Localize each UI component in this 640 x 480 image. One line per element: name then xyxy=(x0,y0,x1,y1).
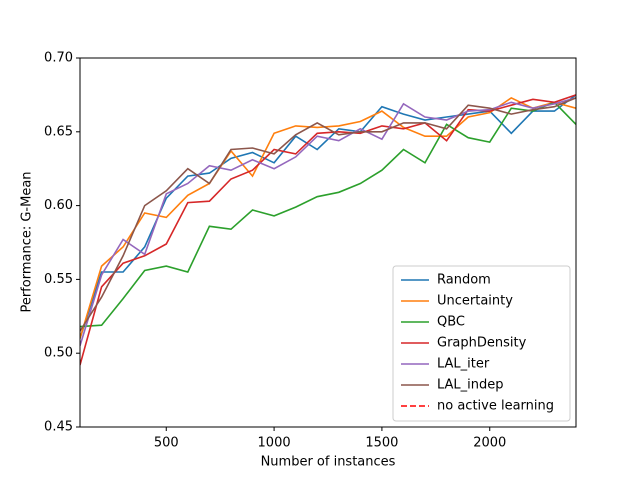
y-tick-label: 0.50 xyxy=(44,346,73,361)
legend-label: GraphDensity xyxy=(437,336,527,351)
legend-label: LAL_iter xyxy=(437,357,490,372)
legend-label: Random xyxy=(437,273,491,288)
y-tick-label: 0.70 xyxy=(44,51,73,66)
x-axis-label: Number of instances xyxy=(261,455,396,470)
y-axis-label: Performance: G-Mean xyxy=(20,171,35,312)
x-tick-label: 500 xyxy=(154,436,179,451)
legend-label: LAL_indep xyxy=(437,378,504,393)
y-tick-label: 0.60 xyxy=(44,198,73,213)
legend-box xyxy=(392,265,571,422)
series-line xyxy=(80,101,576,328)
plot-frame xyxy=(79,57,577,428)
y-tick-label: 0.55 xyxy=(44,272,73,287)
legend-label: QBC xyxy=(437,315,465,330)
x-tick-label: 2000 xyxy=(473,436,506,451)
legend-label: no active learning xyxy=(437,399,554,414)
x-tick-label: 1000 xyxy=(258,436,291,451)
y-tick-label: 0.45 xyxy=(44,420,73,435)
series-line xyxy=(80,94,576,366)
y-tick-label: 0.65 xyxy=(44,124,73,139)
x-tick-label: 1500 xyxy=(365,436,398,451)
legend-label: Uncertainty xyxy=(437,294,513,309)
series-line xyxy=(80,97,576,332)
